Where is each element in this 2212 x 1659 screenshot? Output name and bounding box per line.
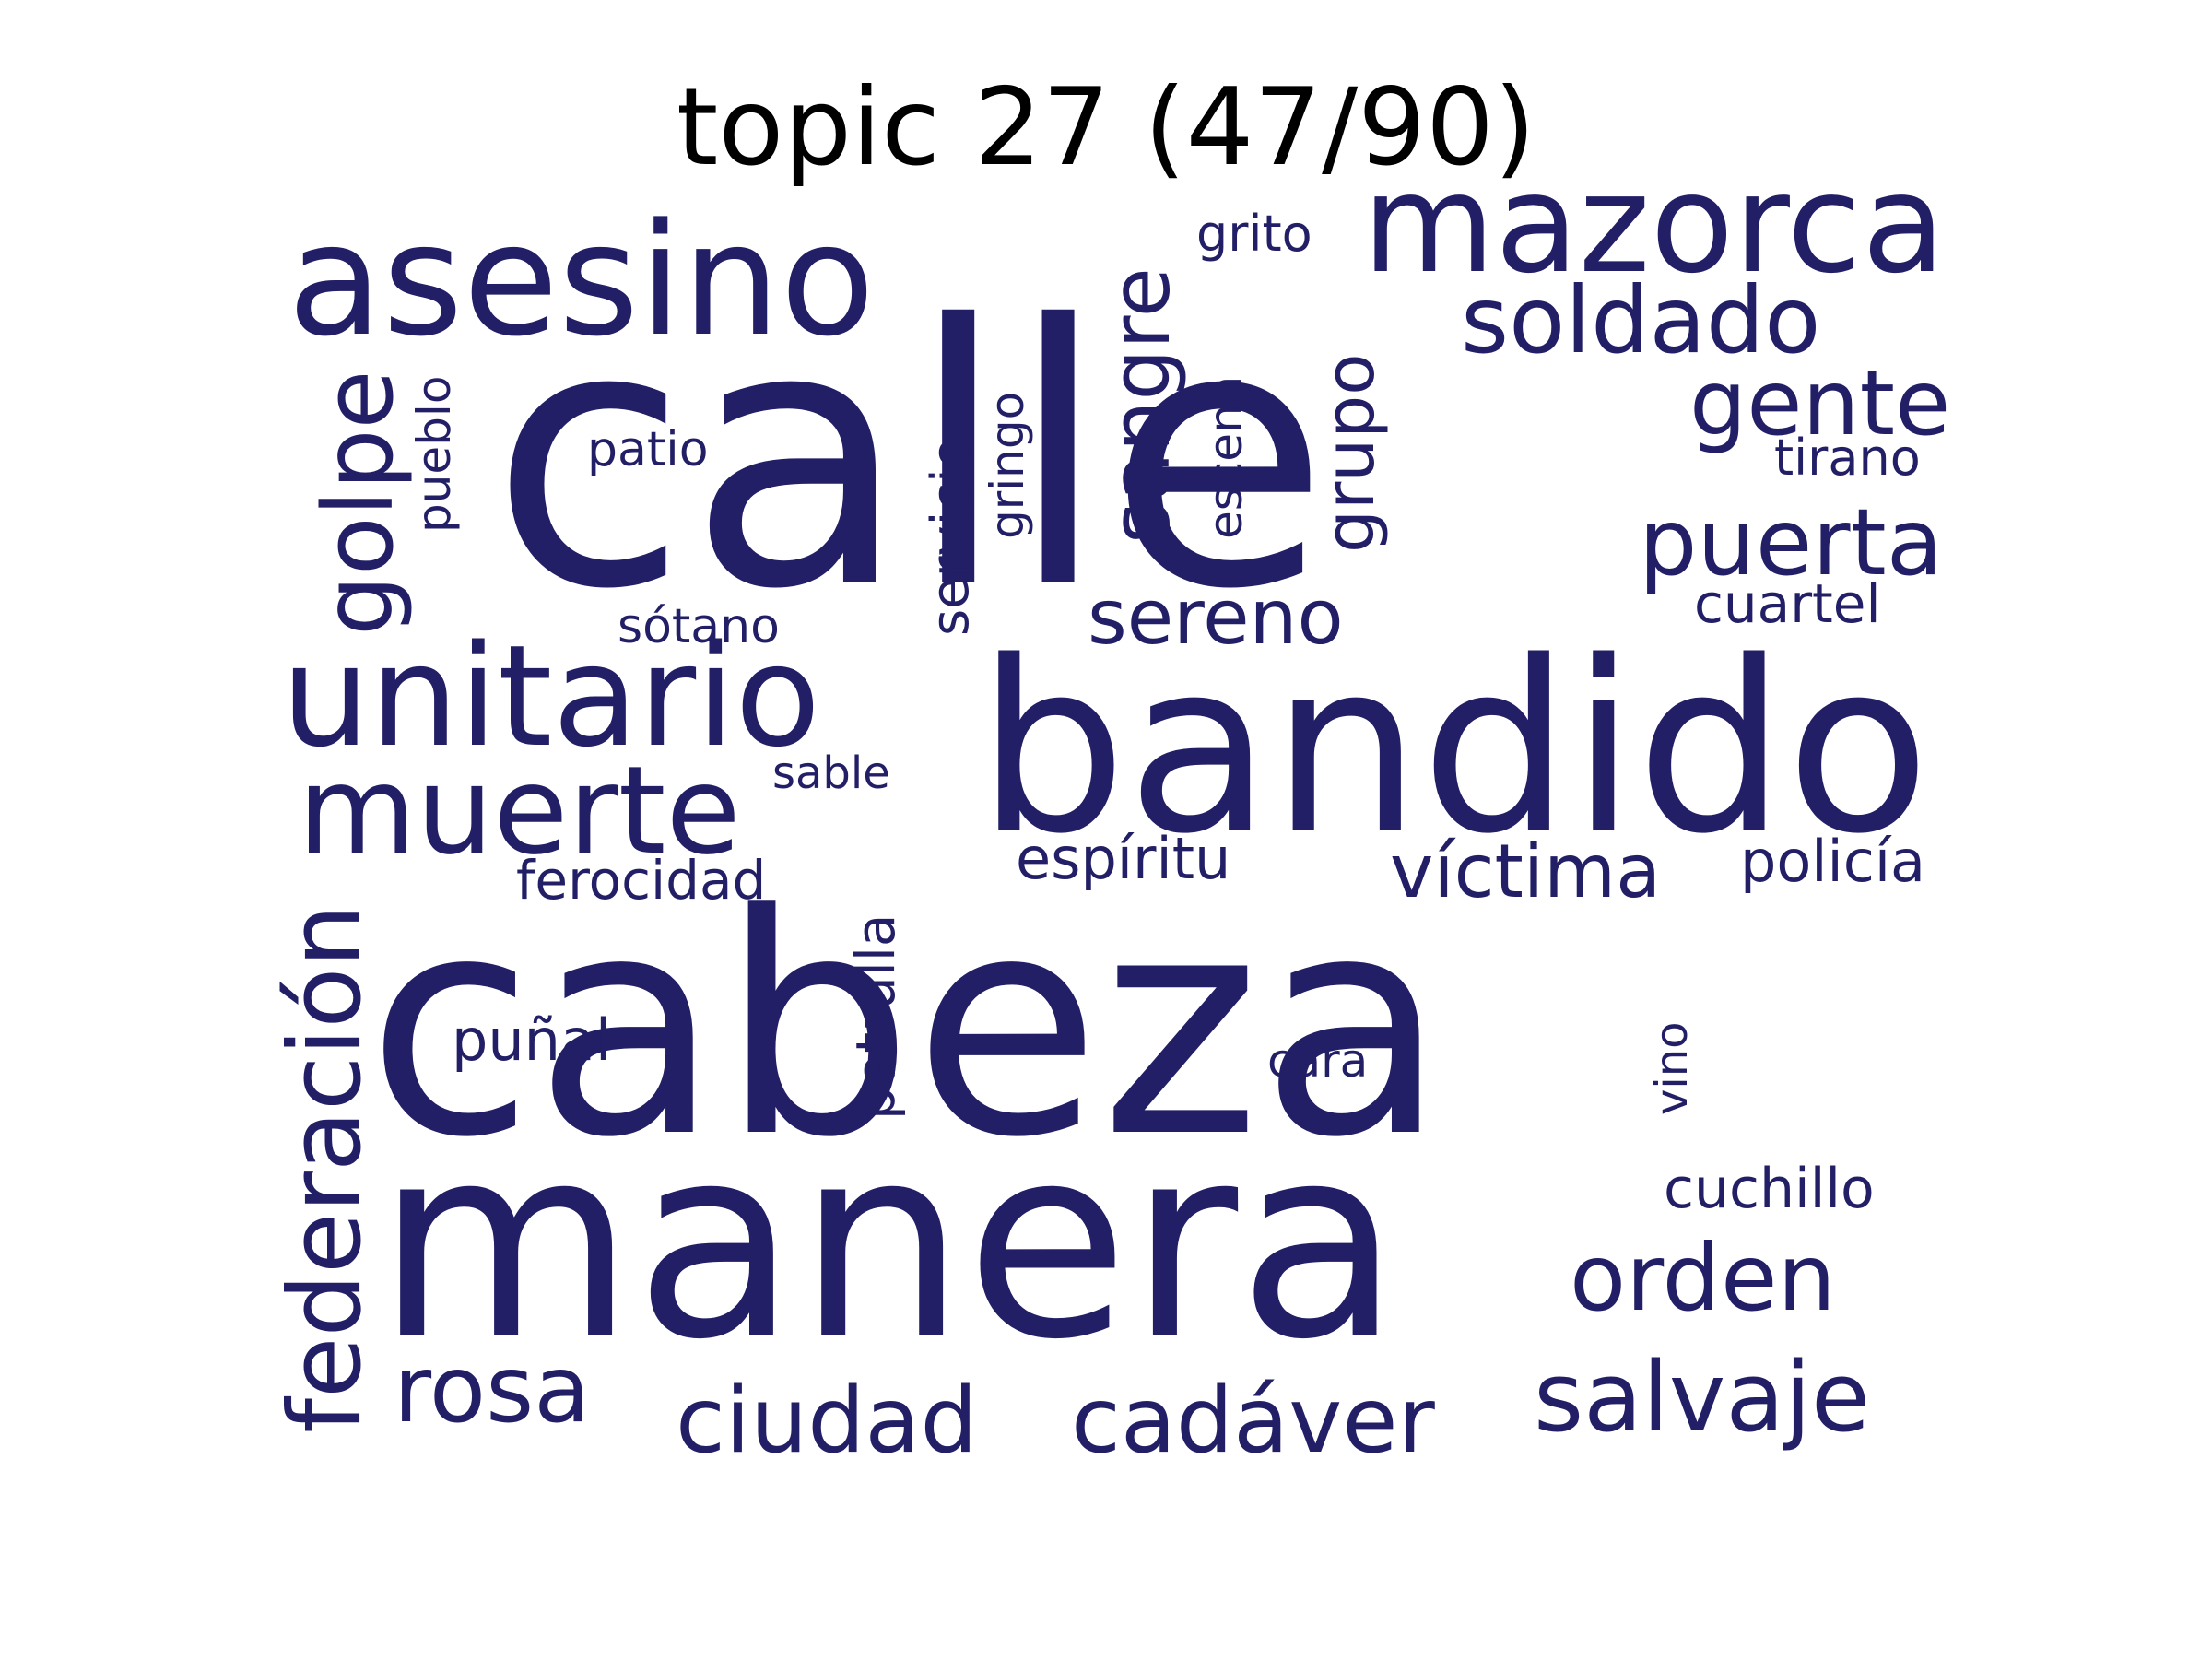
word-unitario: unitario: [281, 615, 820, 778]
word-calle: calle: [490, 249, 1329, 667]
word-gringo: gringo: [981, 392, 1034, 539]
word-sótano: sótano: [618, 599, 780, 654]
word-golpe: golpe: [302, 370, 415, 636]
word-federación: federación: [268, 904, 383, 1433]
word-muerte: muerte: [298, 740, 741, 882]
word-sereno: sereno: [1088, 574, 1344, 662]
word-sangre: sangre: [1093, 267, 1188, 544]
word-grupo: grupo: [1311, 353, 1390, 553]
word-vino: vino: [1646, 1021, 1698, 1115]
word-patrulla: patrulla: [844, 914, 907, 1120]
word-salvaje: salvaje: [1534, 1341, 1870, 1453]
word-espíritu: espíritu: [1016, 825, 1230, 892]
chart-title: topic 27 (47/90): [677, 65, 1535, 190]
word-escena: escena: [1199, 376, 1253, 539]
word-puñal: puñal: [452, 1006, 611, 1074]
word-cuartel: cuartel: [1694, 572, 1881, 635]
word-cuchillo: cuchillo: [1664, 1157, 1875, 1221]
word-pueblo: pueblo: [407, 376, 461, 533]
word-rosa: rosa: [394, 1335, 590, 1443]
word-cara: cara: [1267, 1034, 1368, 1088]
word-puerta: puerta: [1639, 488, 1943, 596]
word-cadáver: cadáver: [1071, 1369, 1435, 1474]
word-víctima: víctima: [1390, 829, 1661, 914]
word-orden: orden: [1570, 1224, 1836, 1332]
word-ciudad: ciudad: [676, 1369, 978, 1474]
word-policía: policía: [1740, 828, 1925, 895]
word-tirano: tirano: [1774, 429, 1921, 487]
word-gente: gente: [1689, 351, 1950, 456]
word-asesino: asesino: [288, 190, 875, 371]
word-manera: manera: [376, 1088, 1401, 1397]
word-cabeza: cabeza: [367, 850, 1447, 1204]
word-mazorca: mazorca: [1362, 145, 1946, 303]
word-ferocidad: ferocidad: [516, 849, 766, 912]
word-soldado: soldado: [1461, 266, 1820, 374]
word-servicio: servicio: [921, 437, 981, 636]
word-grito: grito: [1196, 205, 1312, 263]
word-patio: patio: [587, 422, 709, 477]
word-bandido: bandido: [977, 611, 1930, 886]
word-sable: sable: [772, 747, 890, 799]
